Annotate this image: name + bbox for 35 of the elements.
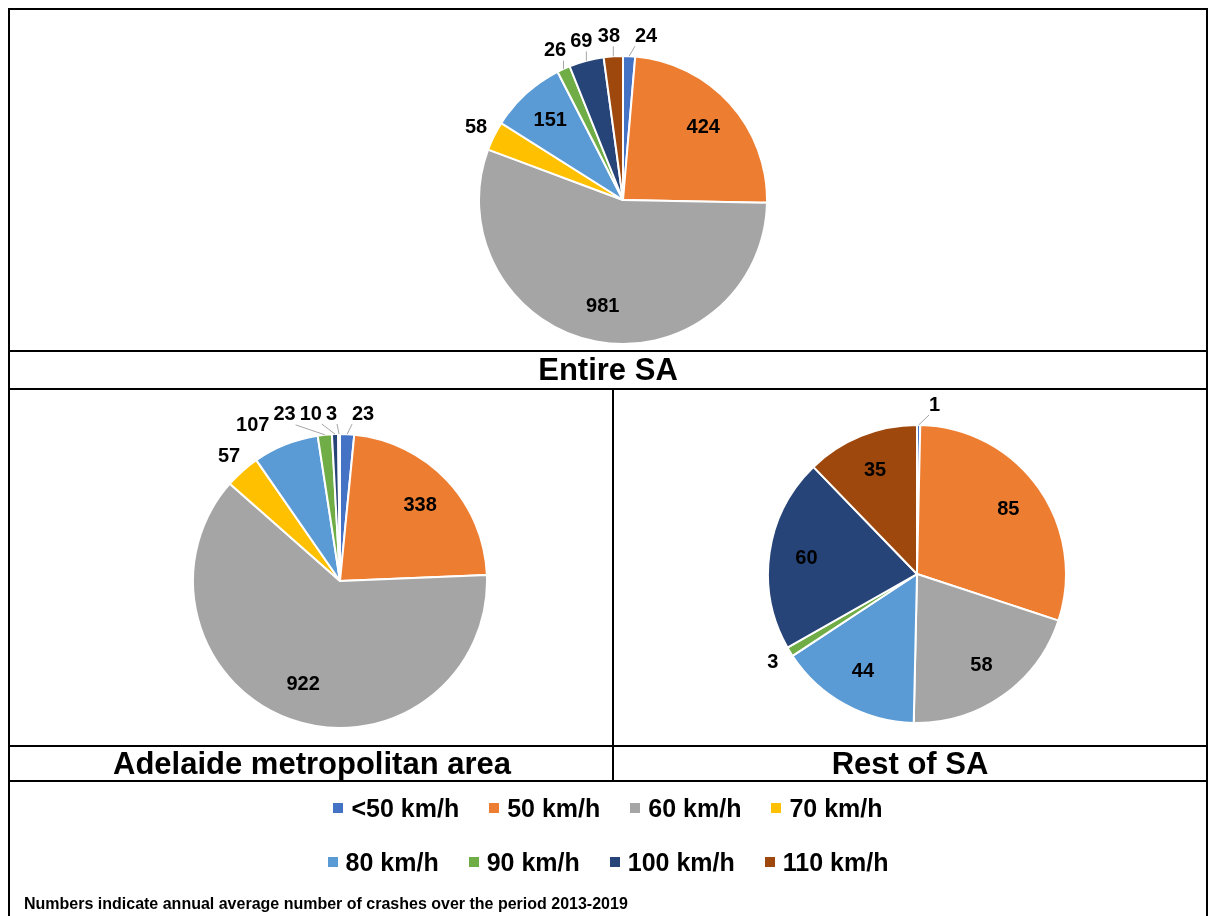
data-label: 424 (686, 115, 721, 138)
data-label: 44 (851, 659, 875, 682)
text: Adelaide metropolitan area (113, 745, 511, 782)
data-label: 1 (929, 392, 941, 415)
data-label: 338 (403, 492, 437, 515)
legend-label: 60 km/h (648, 794, 742, 822)
legend-label: 80 km/h (345, 848, 439, 876)
data-label: 981 (586, 293, 620, 316)
text: Rest of SA (831, 745, 989, 782)
data-label: 57 (217, 443, 241, 466)
data-label: 151 (533, 107, 567, 130)
legend-label: 110 km/h (782, 848, 889, 876)
data-label: 35 (863, 457, 887, 480)
text: Entire SA (538, 352, 678, 388)
data-label: 922 (286, 672, 320, 695)
legend-label: <50 km/h (351, 794, 460, 822)
data-label: 60 (795, 545, 818, 568)
data-label: 26 (543, 38, 567, 61)
legend-label: 100 km/h (627, 848, 735, 876)
data-label: 38 (597, 23, 620, 46)
data-label: 23 (352, 401, 375, 424)
data-label: 58 (970, 652, 993, 675)
data-label: 69 (570, 28, 593, 51)
data-label: 58 (464, 114, 488, 137)
data-label: 24 (635, 23, 659, 46)
legend-label: 70 km/h (789, 794, 883, 822)
data-label: 3 (767, 649, 779, 672)
data-label: 23 (273, 402, 296, 425)
text: Numbers indicate annual average number of crashes over the period 2013-2019 (24, 895, 628, 913)
data-label: 10 (299, 401, 322, 424)
legend-label: 90 km/h (486, 848, 580, 876)
legend-label: 50 km/h (507, 794, 601, 822)
data-label: 85 (997, 497, 1020, 520)
data-label: 107 (236, 413, 270, 436)
data-label: 3 (325, 401, 337, 424)
